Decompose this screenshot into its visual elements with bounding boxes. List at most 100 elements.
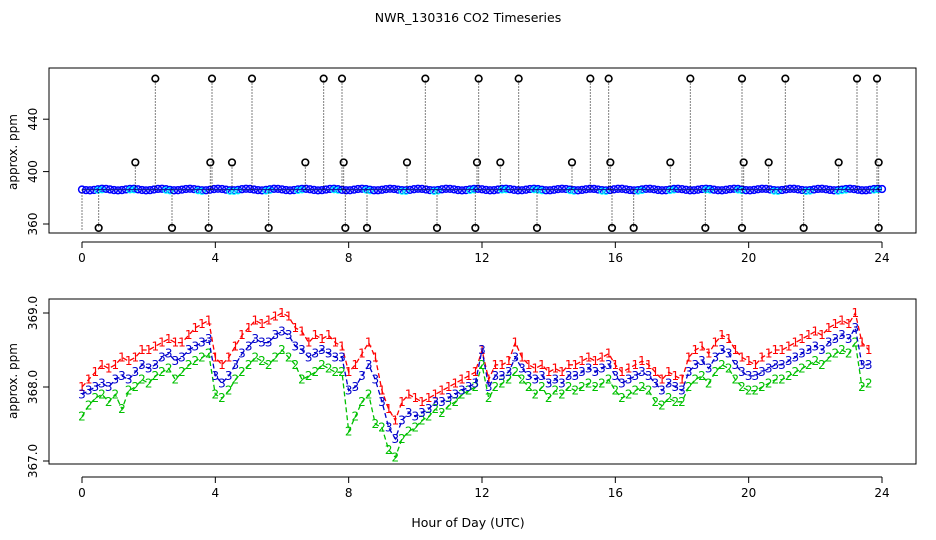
x-tick-label: 16 bbox=[608, 486, 623, 500]
series-point: 2 bbox=[865, 376, 873, 390]
series-point: 3 bbox=[118, 369, 126, 383]
series-point: 2 bbox=[605, 373, 613, 387]
series-point: 1 bbox=[458, 373, 466, 387]
series-point: 1 bbox=[92, 365, 100, 379]
series-point: 1 bbox=[378, 384, 386, 398]
flagged-point bbox=[738, 186, 746, 195]
series-point: 3 bbox=[705, 362, 713, 376]
series-point: 2 bbox=[692, 373, 700, 387]
series-point: 3 bbox=[752, 369, 760, 383]
series-point: 1 bbox=[325, 328, 333, 342]
series-point: 2 bbox=[632, 384, 640, 398]
series-point: 1 bbox=[578, 354, 586, 368]
series-point: 1 bbox=[798, 332, 806, 346]
raw-point bbox=[717, 186, 727, 195]
series-point: 3 bbox=[558, 376, 566, 390]
raw-point bbox=[157, 184, 167, 193]
series-point: 1 bbox=[632, 358, 640, 372]
series-point: 1 bbox=[618, 365, 626, 379]
series-point: 1 bbox=[352, 358, 360, 372]
series-point: 3 bbox=[445, 391, 453, 405]
series-point: 3 bbox=[425, 402, 433, 416]
flagged-point bbox=[434, 187, 442, 195]
series-point: 1 bbox=[812, 325, 820, 339]
series-point: 2 bbox=[398, 432, 406, 446]
series-point: 3 bbox=[852, 321, 860, 335]
series-point: 3 bbox=[625, 373, 633, 387]
series-point: 2 bbox=[118, 402, 126, 416]
series-point: 2 bbox=[612, 384, 620, 398]
series-point: 2 bbox=[665, 391, 673, 405]
series-point: 2 bbox=[212, 387, 220, 401]
series-point: 3 bbox=[212, 369, 220, 383]
series-point: 1 bbox=[492, 358, 500, 372]
outlier-point bbox=[421, 74, 430, 83]
series-point: 3 bbox=[305, 350, 313, 364]
series-point: 1 bbox=[85, 373, 93, 387]
series-point: 3 bbox=[152, 358, 160, 372]
flagged-point bbox=[226, 187, 234, 195]
outlier-point bbox=[799, 223, 808, 233]
series-point: 2 bbox=[298, 373, 306, 387]
series-point: 1 bbox=[372, 350, 380, 364]
series-point: 2 bbox=[172, 373, 180, 387]
series-point: 3 bbox=[718, 343, 726, 357]
x-tick-label: 0 bbox=[78, 251, 86, 265]
series-point: 2 bbox=[85, 399, 93, 413]
raw-point bbox=[789, 184, 799, 193]
series-point: 1 bbox=[678, 373, 686, 387]
series-point: 1 bbox=[645, 358, 653, 372]
series-point: 2 bbox=[598, 376, 606, 390]
series-point: 2 bbox=[645, 384, 653, 398]
series-point: 3 bbox=[758, 365, 766, 379]
outlier-point bbox=[874, 158, 883, 167]
top-panel-ylabel: approx. ppm bbox=[6, 114, 20, 190]
series-point: 3 bbox=[252, 332, 260, 346]
series-point: 3 bbox=[778, 358, 786, 372]
series-point: 2 bbox=[305, 369, 313, 383]
series-point: 2 bbox=[105, 395, 113, 409]
series-point: 1 bbox=[252, 313, 260, 327]
series-point: 1 bbox=[285, 310, 293, 324]
series-point: 2 bbox=[472, 380, 480, 394]
series-point: 3 bbox=[838, 328, 846, 342]
flagged-point bbox=[666, 186, 674, 195]
raw-point bbox=[85, 186, 95, 195]
series-point: 3 bbox=[565, 369, 573, 383]
series-point: 3 bbox=[338, 350, 346, 364]
series-point: 2 bbox=[132, 380, 140, 394]
series-point: 2 bbox=[418, 413, 426, 427]
series-point: 2 bbox=[532, 387, 540, 401]
series-point: 1 bbox=[165, 332, 173, 346]
outlier-point bbox=[606, 158, 615, 167]
series-point: 2 bbox=[505, 373, 513, 387]
series-point: 2 bbox=[378, 421, 386, 435]
series-point: 2 bbox=[445, 399, 453, 413]
series-point: 2 bbox=[438, 406, 446, 420]
series-point: 1 bbox=[78, 380, 86, 394]
series-point: 3 bbox=[218, 376, 226, 390]
outlier-point bbox=[319, 74, 328, 83]
series-point: 2 bbox=[492, 380, 500, 394]
x-tick-label: 24 bbox=[874, 251, 889, 265]
series-point: 1 bbox=[658, 373, 666, 387]
raw-point bbox=[313, 186, 323, 195]
series-point: 2 bbox=[812, 354, 820, 368]
outlier-point bbox=[737, 223, 747, 233]
raw-point bbox=[517, 186, 527, 195]
series-point: 1 bbox=[172, 336, 180, 350]
raw-point bbox=[685, 186, 695, 195]
series-point: 3 bbox=[225, 369, 233, 383]
x-tick-label: 0 bbox=[78, 486, 86, 500]
raw-point bbox=[373, 186, 383, 195]
raw-point bbox=[813, 184, 823, 194]
raw-point bbox=[741, 186, 751, 195]
outlier-point bbox=[341, 223, 350, 233]
series-point: 2 bbox=[832, 347, 840, 361]
series-point: 2 bbox=[112, 387, 120, 401]
outlier-point bbox=[874, 223, 883, 233]
series-point: 1 bbox=[145, 343, 153, 357]
raw-point bbox=[557, 184, 567, 193]
outlier-point bbox=[666, 158, 675, 167]
series-point: 3 bbox=[518, 362, 526, 376]
